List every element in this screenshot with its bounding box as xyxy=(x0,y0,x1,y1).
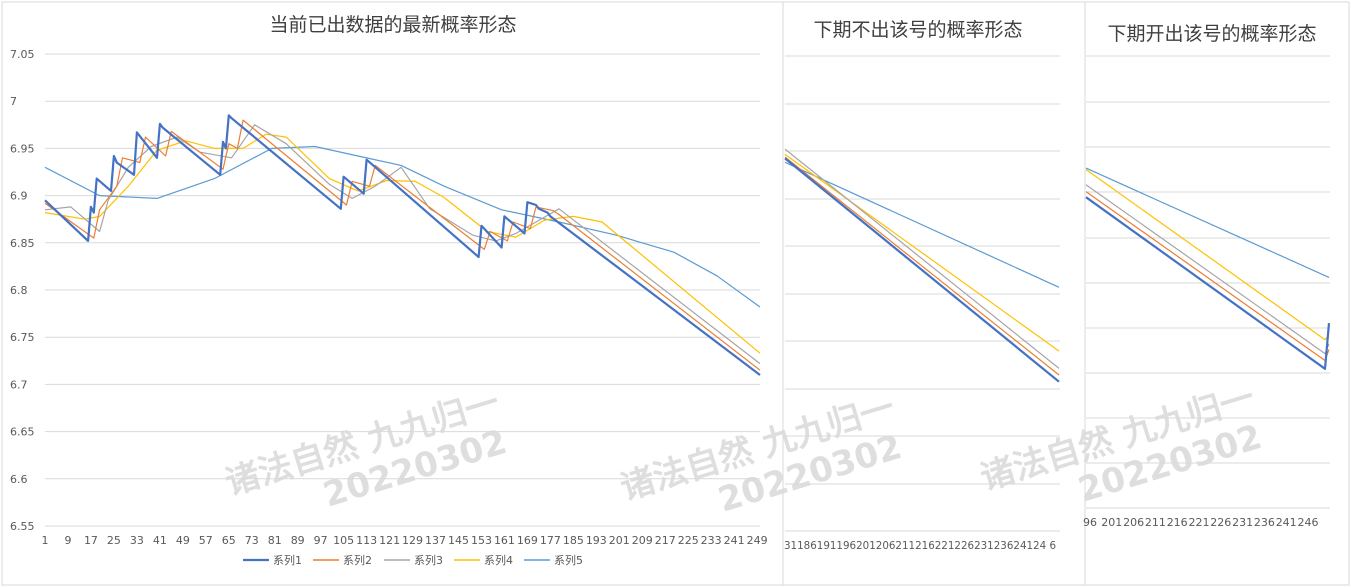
chart-2-series-1-line xyxy=(784,157,1060,383)
chart-1-xtick-label: 33 xyxy=(130,534,144,547)
watermark-3: 诸法自然 九九归一 20220302 xyxy=(976,377,1266,510)
chart-1-series-5-line xyxy=(44,145,761,308)
chart-1-ytick-label: 6.95 xyxy=(10,142,35,155)
chart-3-series-4-line xyxy=(1085,169,1330,341)
chart-1-xtick-label: 105 xyxy=(333,534,354,547)
chart-3-xtick-label: 216 xyxy=(1167,516,1188,529)
chart-3-xtick-label: 231 xyxy=(1232,516,1253,529)
chart-3-xtick-label: 211 xyxy=(1145,516,1166,529)
chart-1-xtick-label: 89 xyxy=(291,534,305,547)
chart-1-xtick-label: 97 xyxy=(314,534,328,547)
chart-1-xtick-label: 137 xyxy=(425,534,446,547)
chart-3-series-5-line xyxy=(1085,167,1330,278)
chart-2-series-5-line xyxy=(784,161,1060,288)
chart-1-xtick-label: 225 xyxy=(678,534,699,547)
legend-label-series-2: 系列2 xyxy=(343,553,372,567)
chart-1-xtick-label: 9 xyxy=(64,534,71,547)
chart-1-xtick-label: 121 xyxy=(379,534,400,547)
legend-label-series-5: 系列5 xyxy=(554,553,583,567)
chart-1-series-2-line xyxy=(44,119,761,371)
chart-1-xtick-label: 185 xyxy=(563,534,584,547)
chart-1-xtick-label: 241 xyxy=(724,534,745,547)
chart-3-xtick-label: 201 xyxy=(1101,516,1122,529)
chart-1-legend: 系列1 系列2 系列3 系列4 系列5 xyxy=(243,553,583,567)
chart-1-xtick-label: 1 xyxy=(42,534,49,547)
chart-1-series-1-line xyxy=(44,114,761,376)
chart-1-xtick-label: 49 xyxy=(176,534,190,547)
chart-1-series-3-line xyxy=(44,124,761,365)
legend-label-series-3: 系列3 xyxy=(414,553,443,567)
chart-1-xtick-label: 65 xyxy=(222,534,236,547)
chart-1-xtick-label: 57 xyxy=(199,534,213,547)
chart-1-series-4-line xyxy=(44,133,761,354)
chart-2-title: 下期不出该号的概率形态 xyxy=(813,19,1022,41)
chart-3-xtick-label: 246 xyxy=(1298,516,1319,529)
chart-1-ytick-label: 6.6 xyxy=(10,473,28,486)
panel-1-frame xyxy=(1,1,784,586)
chart-1-xtick-label: 209 xyxy=(632,534,653,547)
chart-1-ytick-label: 7 xyxy=(10,95,17,108)
chart-1-ytick-label: 6.9 xyxy=(10,190,28,203)
chart-1-xtick-label: 233 xyxy=(701,534,722,547)
chart-3-xtick-label: 206 xyxy=(1123,516,1144,529)
chart-1-xtick-label: 217 xyxy=(655,534,676,547)
chart-3-plot: 96 201 206 211 216 221 226 231 236 241 246 xyxy=(1083,55,1331,529)
legend-label-series-4: 系列4 xyxy=(484,553,513,567)
chart-3-xtick-label: 241 xyxy=(1276,516,1297,529)
chart-1-xtick-label: 129 xyxy=(402,534,423,547)
chart-1-ytick-label: 6.7 xyxy=(10,378,28,391)
chart-1-xtick-label: 41 xyxy=(153,534,167,547)
chart-1-xtick-label: 25 xyxy=(107,534,121,547)
chart-1-xtick-label: 249 xyxy=(747,534,768,547)
chart-3-xtick-label: 221 xyxy=(1189,516,1210,529)
legend-label-series-1: 系列1 xyxy=(273,553,302,567)
chart-3-xtick-label: 236 xyxy=(1254,516,1275,529)
chart-3-title: 下期开出该号的概率形态 xyxy=(1107,23,1316,45)
chart-1-title: 当前已出数据的最新概率形态 xyxy=(269,14,516,36)
chart-3-series-2-line xyxy=(1085,191,1330,362)
chart-1-ytick-label: 7.05 xyxy=(10,48,35,61)
chart-2-series-3-line xyxy=(784,148,1060,369)
chart-1-xtick-label: 17 xyxy=(84,534,98,547)
chart-2-series-2-line xyxy=(784,156,1060,376)
chart-1-ytick-label: 6.8 xyxy=(10,284,28,297)
chart-1-xtick-label: 169 xyxy=(517,534,538,547)
chart-1-xtick-label: 177 xyxy=(540,534,561,547)
chart-1-xtick-label: 113 xyxy=(356,534,377,547)
chart-3-series-1-line xyxy=(1085,196,1331,370)
panel-3-frame xyxy=(1084,1,1350,586)
chart-1-xtick-label: 161 xyxy=(494,534,515,547)
chart-1-xtick-label: 153 xyxy=(471,534,492,547)
watermark-2: 诸法自然 九九归一 20220302 xyxy=(616,387,906,520)
chart-1-xtick-label: 73 xyxy=(245,534,259,547)
chart-1-ytick-label: 6.55 xyxy=(10,520,35,533)
chart-1-xtick-label: 81 xyxy=(268,534,282,547)
chart-2-xtick-labels: 3118619119620120621121622122623123624124… xyxy=(784,539,1056,552)
chart-1-xtick-label: 201 xyxy=(609,534,630,547)
chart-1-ytick-label: 6.75 xyxy=(10,331,35,344)
chart-3-xtick-label: 226 xyxy=(1210,516,1231,529)
chart-1-xtick-label: 145 xyxy=(448,534,469,547)
chart-1-ytick-label: 6.65 xyxy=(10,426,35,439)
chart-3-xtick-label: 96 xyxy=(1083,516,1097,529)
chart-2-series-4-line xyxy=(784,153,1060,352)
watermark-1: 诸法自然 九九归一 20220302 xyxy=(221,382,511,515)
chart-1-xtick-label: 193 xyxy=(586,534,607,547)
chart-2-plot xyxy=(784,55,1060,532)
chart-1-ytick-label: 6.85 xyxy=(10,237,35,250)
